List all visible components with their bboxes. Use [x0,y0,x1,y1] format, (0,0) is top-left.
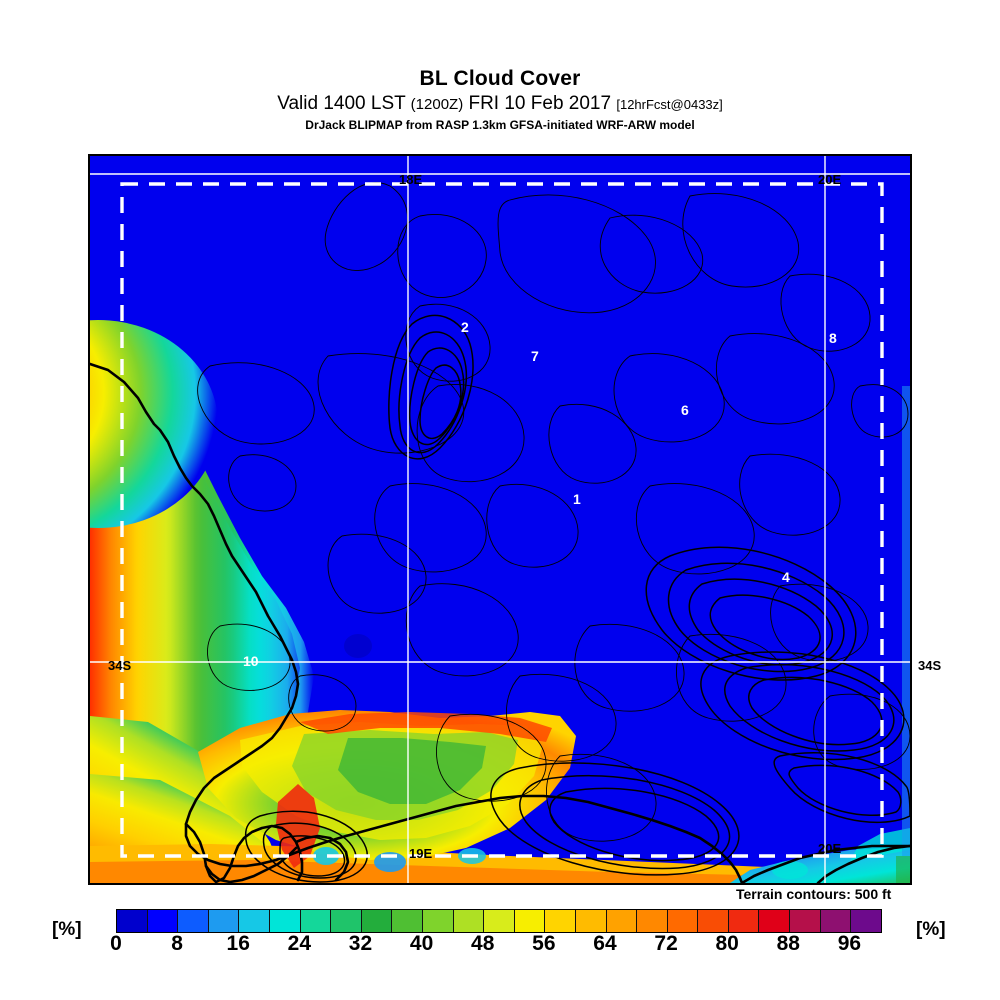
page-title: BL Cloud Cover [419,67,581,90]
waypoint-1[interactable]: 1 [573,491,581,507]
gridlabel-20e-bottom: 20E [818,841,842,856]
colorbar-swatch-2[interactable] [178,910,209,932]
colorbar-tick-24: 24 [287,932,312,955]
colorbar-swatch-6[interactable] [300,910,332,932]
colorbar-swatch-24[interactable] [851,910,881,932]
graticule [90,156,910,883]
colorbar-tick-0: 0 [110,932,122,955]
colorbar-swatch-8[interactable] [361,910,393,932]
colorbar-swatch-3[interactable] [208,910,240,932]
colorbar-tick-64: 64 [593,932,617,955]
cloudcover-cell-a [313,847,339,865]
cloudcover-southeast-edge [896,856,910,883]
waypoint-6[interactable]: 6 [681,402,689,418]
map-panel[interactable] [88,154,912,885]
colorbar-swatch-18[interactable] [667,910,699,932]
colorbar-swatch-23[interactable] [820,910,852,932]
colorbar-swatch-15[interactable] [575,910,607,932]
colorbar-tick-labels: 0 8 16 24 32 40 48 56 64 72 80 88 96 [110,932,880,958]
cloudcover-bay-north-rim [300,712,552,742]
gridlabel-18e-top: 18E [399,172,423,187]
cloudcover-bay-center [338,738,486,804]
colorbar-swatch-9[interactable] [392,910,423,932]
valid-time-line: Valid 1400 LST (1200Z) FRI 10 Feb 2017 [… [0,92,1000,117]
cloudcover-east-edge-sliver [902,386,910,856]
waypoint-2[interactable]: 2 [461,319,469,335]
colorbar-tick-8: 8 [171,932,183,955]
waypoint-7[interactable]: 7 [531,348,539,364]
colorbar-tick-88: 88 [776,932,800,955]
colorbar-units-right: [%] [916,919,946,940]
colorbar-tick-80: 80 [715,932,739,955]
valid-time-zulu: (1200Z) [410,96,464,113]
colorbar-tick-40: 40 [409,932,434,955]
waypoint-10[interactable]: 10 [243,653,259,669]
colorbar-tick-96: 96 [837,932,862,955]
colorbar-swatch-13[interactable] [514,910,546,932]
colorbar-tick-48: 48 [471,932,495,955]
colorbar-swatch-17[interactable] [637,910,668,932]
colorbar-swatch-0[interactable] [117,910,148,932]
colorbar-swatch-11[interactable] [453,910,485,932]
colorbar-swatch-10[interactable] [422,910,454,932]
colorbar[interactable]: [%] 0 8 16 24 32 40 48 56 64 72 80 88 96 [%] [0,905,1000,961]
colorbar-tick-16: 16 [226,932,250,955]
valid-time: Valid 1400 LST [277,93,406,114]
colorbar-swatches[interactable] [116,909,882,933]
colorbar-swatch-19[interactable] [698,910,729,932]
waypoint-8[interactable]: 8 [829,330,837,346]
gridlabel-20e-top: 20E [818,172,842,187]
colorbar-swatch-21[interactable] [759,910,791,932]
colorbar-swatch-22[interactable] [790,910,821,932]
cloudcover-cell-e [344,634,372,658]
coastline [90,362,910,883]
gridlabel-34s-left: 34S [108,658,132,673]
colorbar-swatch-1[interactable] [147,910,179,932]
cloudcover-cell-d [772,861,808,879]
colorbar-tick-72: 72 [654,932,678,955]
forecast-tag: [12hrFcst@0433z] [616,97,723,112]
domain-boundary [120,182,884,858]
colorbar-swatch-5[interactable] [269,910,301,932]
colorbar-units-left: [%] [52,919,82,940]
waypoint-4[interactable]: 4 [782,569,790,585]
terrain-contours [197,182,910,842]
colorbar-swatch-16[interactable] [606,910,638,932]
colorbar-swatch-12[interactable] [484,910,515,932]
gridlabel-19e-bottom: 19E [409,846,433,861]
terrain-ridge-contours [244,314,910,883]
terrain-contour-note: Terrain contours: 500 ft [736,886,892,902]
colorbar-swatch-20[interactable] [728,910,760,932]
colorbar-swatch-14[interactable] [545,910,576,932]
colorbar-tick-56: 56 [532,932,556,955]
gridlabel-34s-right: 34S [918,658,942,673]
cloud-cover-map[interactable] [90,156,910,883]
colorbar-tick-32: 32 [348,932,373,955]
title-block: BL Cloud Cover Valid 1400 LST (1200Z) FR… [0,66,1000,134]
valid-date: FRI 10 Feb 2017 [468,93,612,114]
colorbar-swatch-4[interactable] [239,910,270,932]
model-source-line: DrJack BLIPMAP from RASP 1.3km GFSA-init… [305,118,695,132]
colorbar-swatch-7[interactable] [331,910,362,932]
